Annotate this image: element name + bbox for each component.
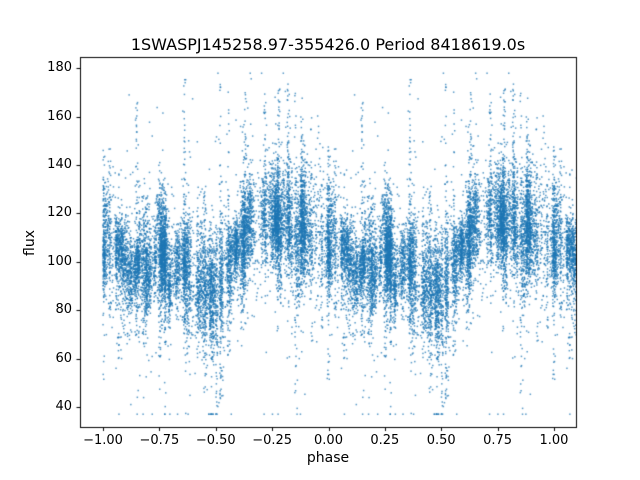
x-axis-label: phase — [306, 450, 350, 466]
